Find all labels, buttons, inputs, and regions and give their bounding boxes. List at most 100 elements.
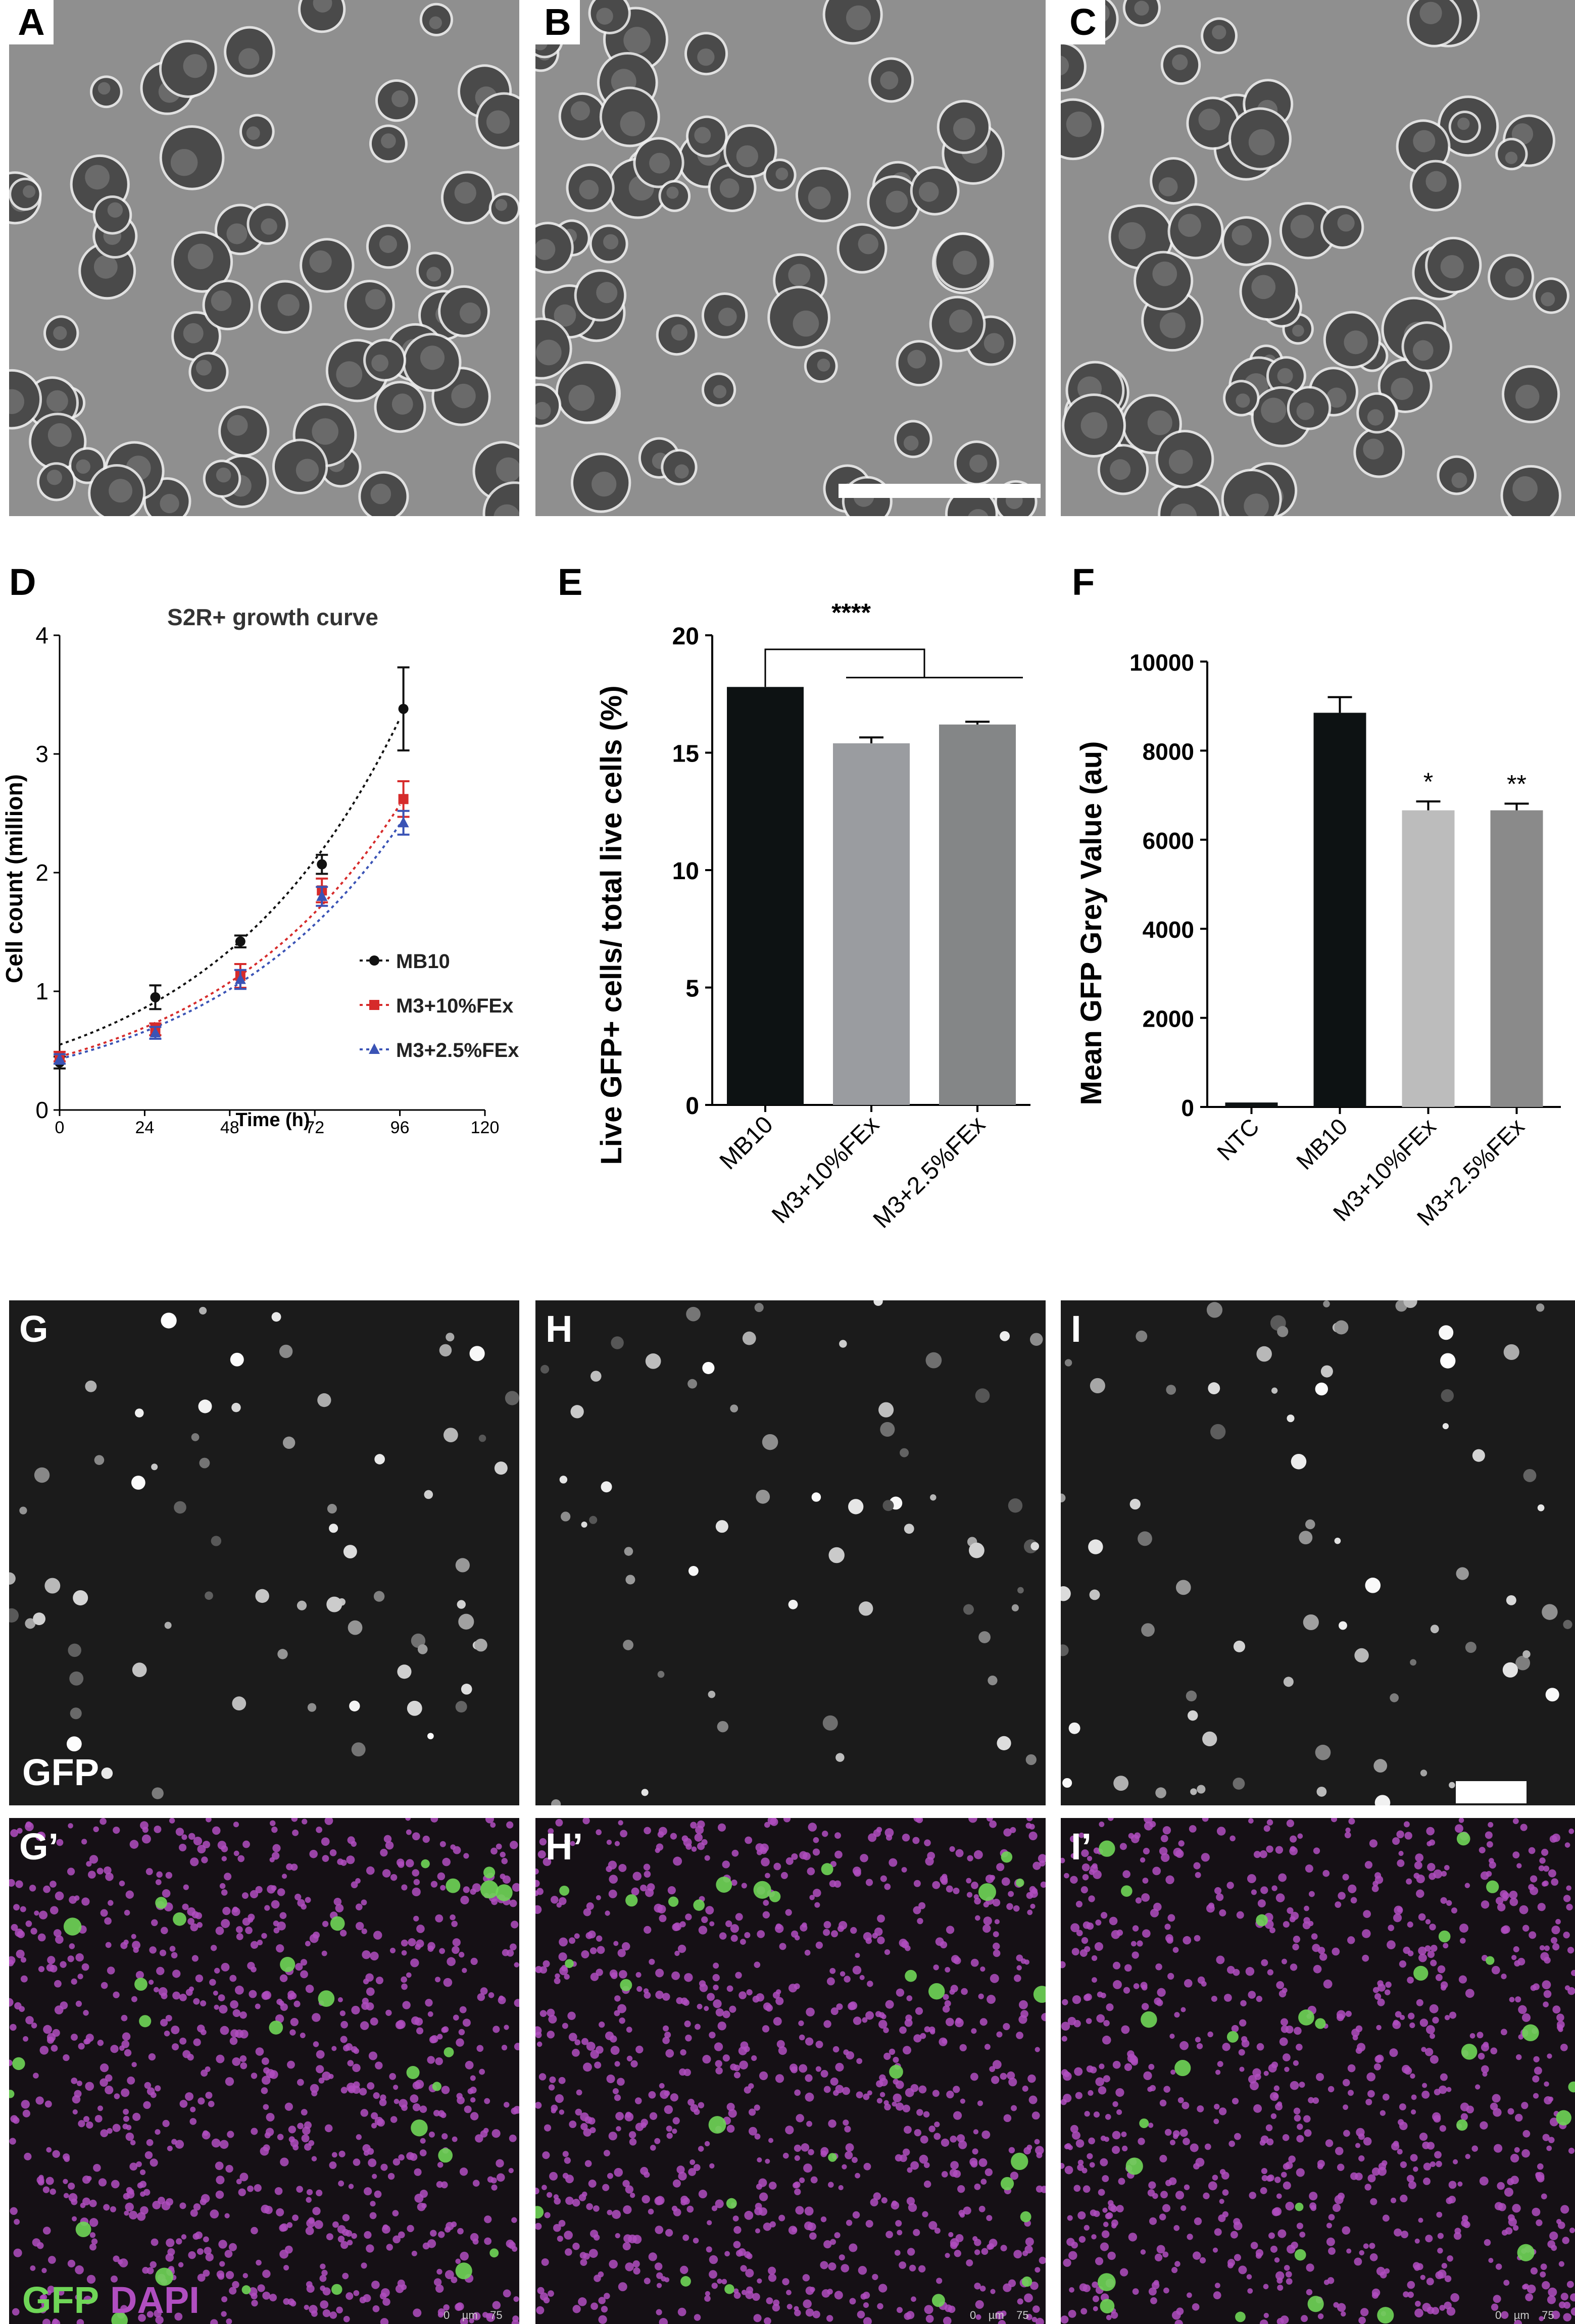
dapi-nucleus bbox=[86, 2275, 96, 2284]
cell-nucleus bbox=[1512, 476, 1538, 501]
dapi-nucleus bbox=[602, 2184, 610, 2191]
dapi-nucleus bbox=[884, 1949, 891, 1955]
dapi-nucleus bbox=[514, 1999, 519, 2007]
dapi-nucleus bbox=[1164, 1924, 1171, 1930]
dapi-nucleus bbox=[1544, 2096, 1552, 2105]
dapi-nucleus bbox=[1095, 1919, 1102, 1926]
dapi-nucleus bbox=[1068, 2309, 1076, 2318]
dapi-nucleus bbox=[537, 2287, 545, 2294]
dapi-nucleus bbox=[942, 2005, 950, 2013]
dapi-nucleus bbox=[1151, 2281, 1160, 2290]
panel-label-f: F bbox=[1072, 561, 1095, 603]
gfp-cell bbox=[570, 1405, 584, 1419]
dapi-nucleus bbox=[715, 2067, 723, 2075]
gfp-cell bbox=[1439, 1325, 1454, 1340]
dapi-nucleus bbox=[414, 2168, 422, 2176]
gfp-cell bbox=[623, 1640, 633, 1650]
gfp-cell bbox=[925, 1352, 942, 1369]
dapi-nucleus bbox=[209, 1979, 216, 1986]
dapi-nucleus bbox=[1521, 2013, 1531, 2022]
dapi-nucleus bbox=[1075, 2092, 1082, 2099]
cell-nucleus bbox=[1363, 438, 1384, 460]
dapi-nucleus bbox=[1174, 2012, 1180, 2018]
dapi-nucleus bbox=[1447, 2255, 1453, 2262]
dapi-nucleus bbox=[1216, 1955, 1225, 1964]
dapi-nucleus bbox=[280, 2223, 288, 2232]
gfp-cell bbox=[469, 1346, 485, 1361]
cell-nucleus bbox=[370, 483, 391, 504]
dapi-nucleus bbox=[681, 1835, 688, 1842]
dapi-nucleus bbox=[1373, 2063, 1382, 2070]
dapi-nucleus bbox=[83, 2010, 89, 2016]
dapi-nucleus bbox=[1169, 2140, 1175, 2146]
dapi-nucleus bbox=[1173, 2134, 1178, 2139]
gfp-cell bbox=[1233, 1640, 1246, 1652]
dapi-nucleus bbox=[1308, 2097, 1314, 2103]
dapi-nucleus bbox=[1132, 1925, 1139, 1932]
dapi-nucleus bbox=[204, 2247, 212, 2255]
dapi-nucleus bbox=[1465, 1989, 1474, 1998]
dapi-nucleus bbox=[1070, 1876, 1078, 1884]
dapi-nucleus bbox=[416, 1925, 425, 1933]
dapi-nucleus bbox=[290, 1863, 298, 1871]
dapi-nucleus bbox=[562, 2023, 568, 2029]
dapi-nucleus bbox=[1239, 2019, 1247, 2027]
x-tick-label: 24 bbox=[135, 1118, 154, 1137]
cell-nucleus bbox=[187, 243, 214, 270]
dapi-nucleus bbox=[973, 2129, 979, 2135]
dapi-nucleus bbox=[107, 1966, 115, 1975]
panel-label-i: I bbox=[1071, 1308, 1081, 1350]
cell-nucleus bbox=[486, 110, 510, 134]
dapi-nucleus bbox=[171, 2026, 180, 2035]
dapi-nucleus bbox=[123, 2193, 130, 2200]
dapi-nucleus bbox=[154, 1825, 162, 1833]
dapi-nucleus bbox=[569, 2120, 577, 2129]
dapi-nucleus bbox=[1061, 2099, 1067, 2105]
dapi-nucleus bbox=[1326, 2222, 1332, 2229]
dapi-nucleus bbox=[554, 2197, 561, 2205]
dapi-nucleus bbox=[1440, 2073, 1448, 2081]
cell-nucleus bbox=[570, 101, 590, 121]
dapi-nucleus bbox=[1253, 2104, 1262, 2113]
dapi-nucleus bbox=[725, 1920, 732, 1928]
cell-nucleus bbox=[420, 345, 445, 370]
gfp-cell bbox=[1506, 1595, 1516, 1605]
dapi-nucleus bbox=[277, 1921, 286, 1931]
gfp-cell bbox=[349, 1700, 360, 1711]
dapi-nucleus bbox=[1486, 1871, 1492, 1877]
dapi-nucleus bbox=[98, 2178, 107, 2187]
dapi-nucleus bbox=[670, 1833, 677, 1840]
gfp-cell bbox=[33, 1612, 46, 1626]
dapi-nucleus bbox=[722, 2010, 730, 2018]
dapi-nucleus bbox=[1034, 2139, 1040, 2145]
dapi-nucleus bbox=[1268, 2232, 1275, 2239]
dapi-nucleus bbox=[226, 2318, 232, 2324]
dapi-nucleus bbox=[757, 2157, 762, 2163]
gfp-cell bbox=[1515, 1655, 1531, 1671]
dapi-nucleus bbox=[22, 2109, 30, 2117]
phase-cells-b bbox=[535, 0, 1046, 516]
gfp-cell bbox=[12, 2057, 25, 2070]
dapi-nucleus bbox=[682, 2234, 690, 2241]
scale-bar-fluor bbox=[1456, 1781, 1527, 1803]
dapi-nucleus bbox=[420, 2138, 426, 2144]
dapi-nucleus bbox=[974, 2249, 980, 2255]
legend-label: MB10 bbox=[396, 950, 450, 973]
dapi-nucleus bbox=[823, 2086, 831, 2093]
dapi-nucleus bbox=[1514, 2319, 1522, 2324]
dapi-nucleus bbox=[733, 2241, 741, 2249]
dapi-nucleus bbox=[1257, 1899, 1266, 1908]
dapi-nucleus bbox=[30, 1928, 37, 1935]
dapi-nucleus bbox=[496, 2173, 505, 2182]
dapi-nucleus bbox=[29, 1885, 36, 1892]
dapi-nucleus bbox=[140, 2206, 149, 2215]
gfp-cell bbox=[889, 2064, 903, 2079]
dapi-nucleus bbox=[1118, 2178, 1125, 2185]
dapi-nucleus bbox=[1443, 1943, 1449, 1949]
dapi-nucleus bbox=[780, 1872, 788, 1879]
dapi-nucleus bbox=[55, 1935, 64, 1944]
dapi-nucleus bbox=[1479, 1847, 1486, 1854]
dapi-nucleus bbox=[305, 1941, 311, 1947]
cell-nucleus bbox=[535, 239, 556, 260]
dapi-nucleus bbox=[1392, 1837, 1400, 1845]
